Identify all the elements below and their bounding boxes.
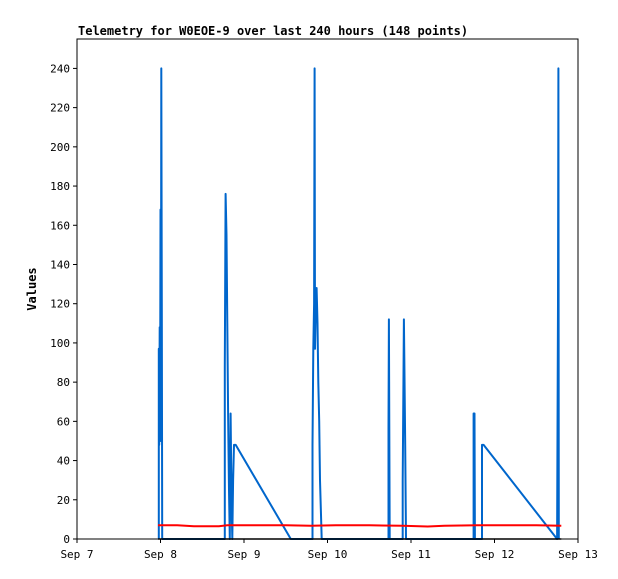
x-tick-label: Sep 8	[144, 548, 177, 561]
x-tick-label: Sep 13	[558, 548, 598, 561]
y-tick-label: 60	[57, 415, 70, 428]
y-tick-label: 120	[50, 298, 70, 311]
y-tick-label: 100	[50, 337, 70, 350]
y-tick-label: 140	[50, 258, 70, 271]
plot-area	[76, 38, 579, 540]
y-tick-label: 180	[50, 180, 70, 193]
y-tick-label: 20	[57, 494, 70, 507]
x-tick-label: Sep 10	[308, 548, 348, 561]
y-tick-label: 200	[50, 141, 70, 154]
y-axis-ticks: 0 20 40 60 80 100 120 140 160 180 200 220 240	[50, 62, 77, 546]
chart-title: Telemetry for W0EOE-9 over last 240 hour…	[78, 24, 468, 38]
y-tick-label: 240	[50, 62, 70, 75]
x-axis-ticks: Sep 7 Sep 8 Sep 9 Sep 10 Sep 11 Sep 12 Sep 13	[60, 539, 598, 561]
y-tick-label: 0	[63, 533, 70, 546]
series-line-1	[158, 524, 562, 528]
x-tick-label: Sep 12	[475, 548, 515, 561]
series-layer	[157, 67, 562, 540]
x-tick-label: Sep 9	[227, 548, 260, 561]
y-tick-label: 160	[50, 219, 70, 232]
y-tick-label: 80	[57, 376, 70, 389]
x-tick-label: Sep 11	[391, 548, 431, 561]
y-axis-label: Values	[25, 267, 39, 310]
x-tick-label: Sep 7	[60, 548, 93, 561]
y-tick-label: 40	[57, 455, 70, 468]
y-tick-label: 220	[50, 102, 70, 115]
